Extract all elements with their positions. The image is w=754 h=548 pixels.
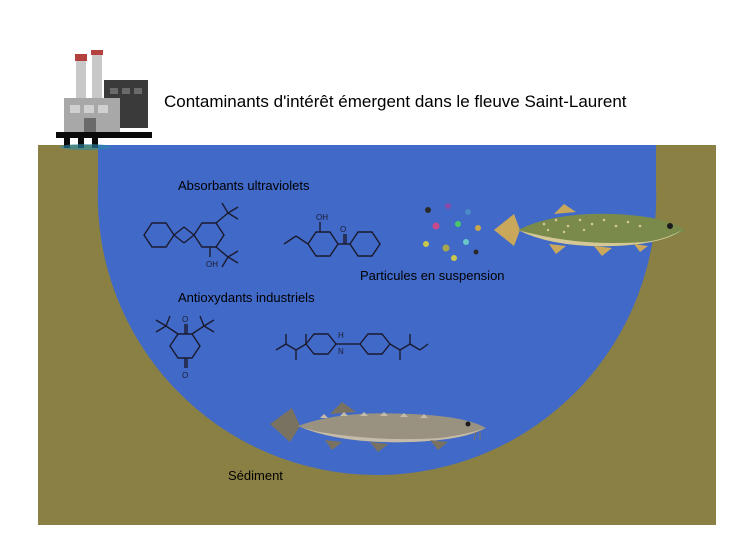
- svg-text:O: O: [182, 315, 188, 324]
- svg-text:OH: OH: [316, 213, 328, 222]
- diagram-canvas: Contaminants d'intérêt émergent dans le …: [0, 0, 754, 548]
- suspended-particles: [418, 200, 493, 270]
- svg-text:OH: OH: [206, 260, 218, 269]
- sturgeon-fish: [270, 398, 490, 463]
- label-antioxidants: Antioxydants industriels: [178, 290, 315, 305]
- molecule-uv-2: OH O: [280, 210, 390, 275]
- factory-icon: [56, 50, 156, 150]
- molecule-antiox-2: H N: [272, 320, 432, 380]
- molecule-antiox-1: O O: [138, 310, 248, 385]
- label-uv-absorbers: Absorbants ultraviolets: [178, 178, 310, 193]
- svg-text:O: O: [340, 225, 346, 234]
- diagram-title: Contaminants d'intérêt émergent dans le …: [164, 92, 627, 112]
- molecule-uv-1: OH: [138, 195, 258, 278]
- label-sediment: Sédiment: [228, 468, 283, 483]
- svg-text:H: H: [338, 331, 344, 340]
- pike-fish: [494, 200, 694, 265]
- svg-text:N: N: [338, 347, 344, 356]
- svg-text:O: O: [182, 371, 188, 380]
